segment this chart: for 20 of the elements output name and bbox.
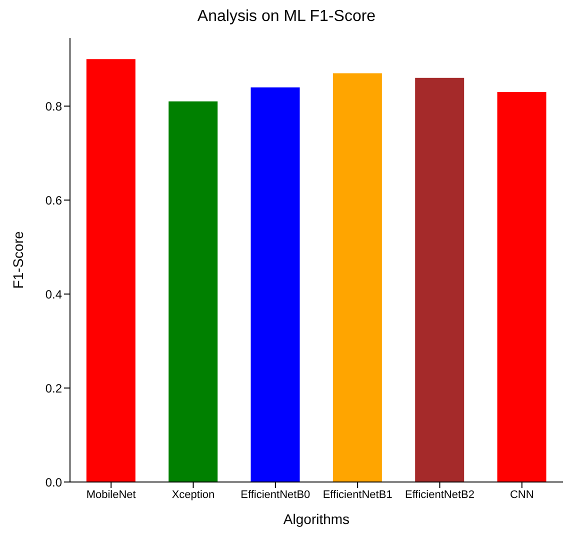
x-tick-label: CNN bbox=[510, 488, 534, 501]
bar bbox=[497, 92, 546, 482]
x-tick-label: Xception bbox=[172, 488, 215, 501]
y-axis-title: F1-Score bbox=[10, 231, 26, 289]
bar bbox=[415, 78, 464, 482]
y-tick-label: 0.2 bbox=[45, 381, 62, 396]
bar bbox=[250, 87, 300, 482]
y-tick-label: 0.6 bbox=[45, 193, 62, 208]
y-tick-label: 0.4 bbox=[45, 287, 62, 302]
bar bbox=[86, 59, 136, 482]
x-tick-label: EfficientNetB2 bbox=[404, 488, 475, 501]
x-tick-label: EfficientNetB0 bbox=[240, 488, 310, 501]
x-tick-label: MobileNet bbox=[86, 488, 136, 501]
x-tick-label: EfficientNetB1 bbox=[322, 488, 392, 501]
bar bbox=[168, 101, 218, 482]
bar bbox=[332, 73, 382, 482]
y-tick-label: 0.0 bbox=[45, 475, 62, 490]
y-tick-label: 0.8 bbox=[45, 99, 62, 114]
chart-title: Analysis on ML F1-Score bbox=[196, 8, 377, 27]
x-axis-title: Algorithms bbox=[283, 511, 350, 527]
